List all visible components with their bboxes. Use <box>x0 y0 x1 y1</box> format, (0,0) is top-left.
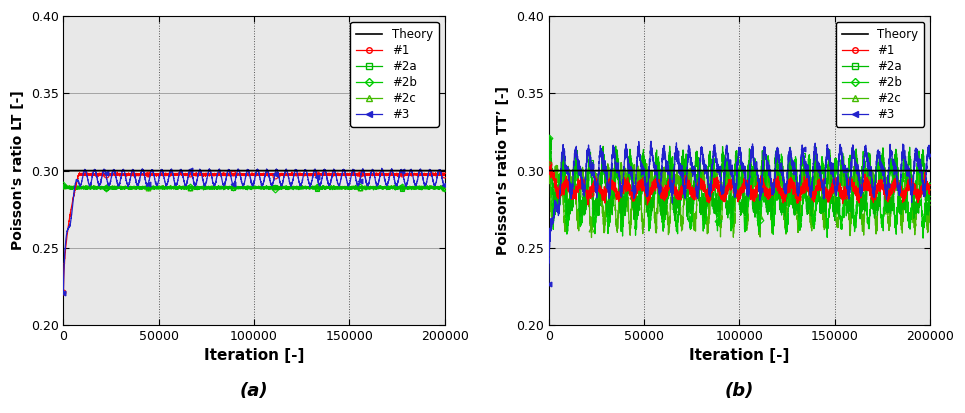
X-axis label: Iteration [-]: Iteration [-] <box>204 349 304 363</box>
Y-axis label: Poisson’s ratio TT’ [-]: Poisson’s ratio TT’ [-] <box>496 86 510 255</box>
X-axis label: Iteration [-]: Iteration [-] <box>689 349 789 363</box>
Text: (a): (a) <box>239 382 268 400</box>
Y-axis label: Poisson's ratio LT [-]: Poisson's ratio LT [-] <box>12 91 25 250</box>
Legend: Theory, #1, #2a, #2b, #2c, #3: Theory, #1, #2a, #2b, #2c, #3 <box>836 22 924 126</box>
Legend: Theory, #1, #2a, #2b, #2c, #3: Theory, #1, #2a, #2b, #2c, #3 <box>350 22 439 126</box>
Text: (b): (b) <box>725 382 754 400</box>
